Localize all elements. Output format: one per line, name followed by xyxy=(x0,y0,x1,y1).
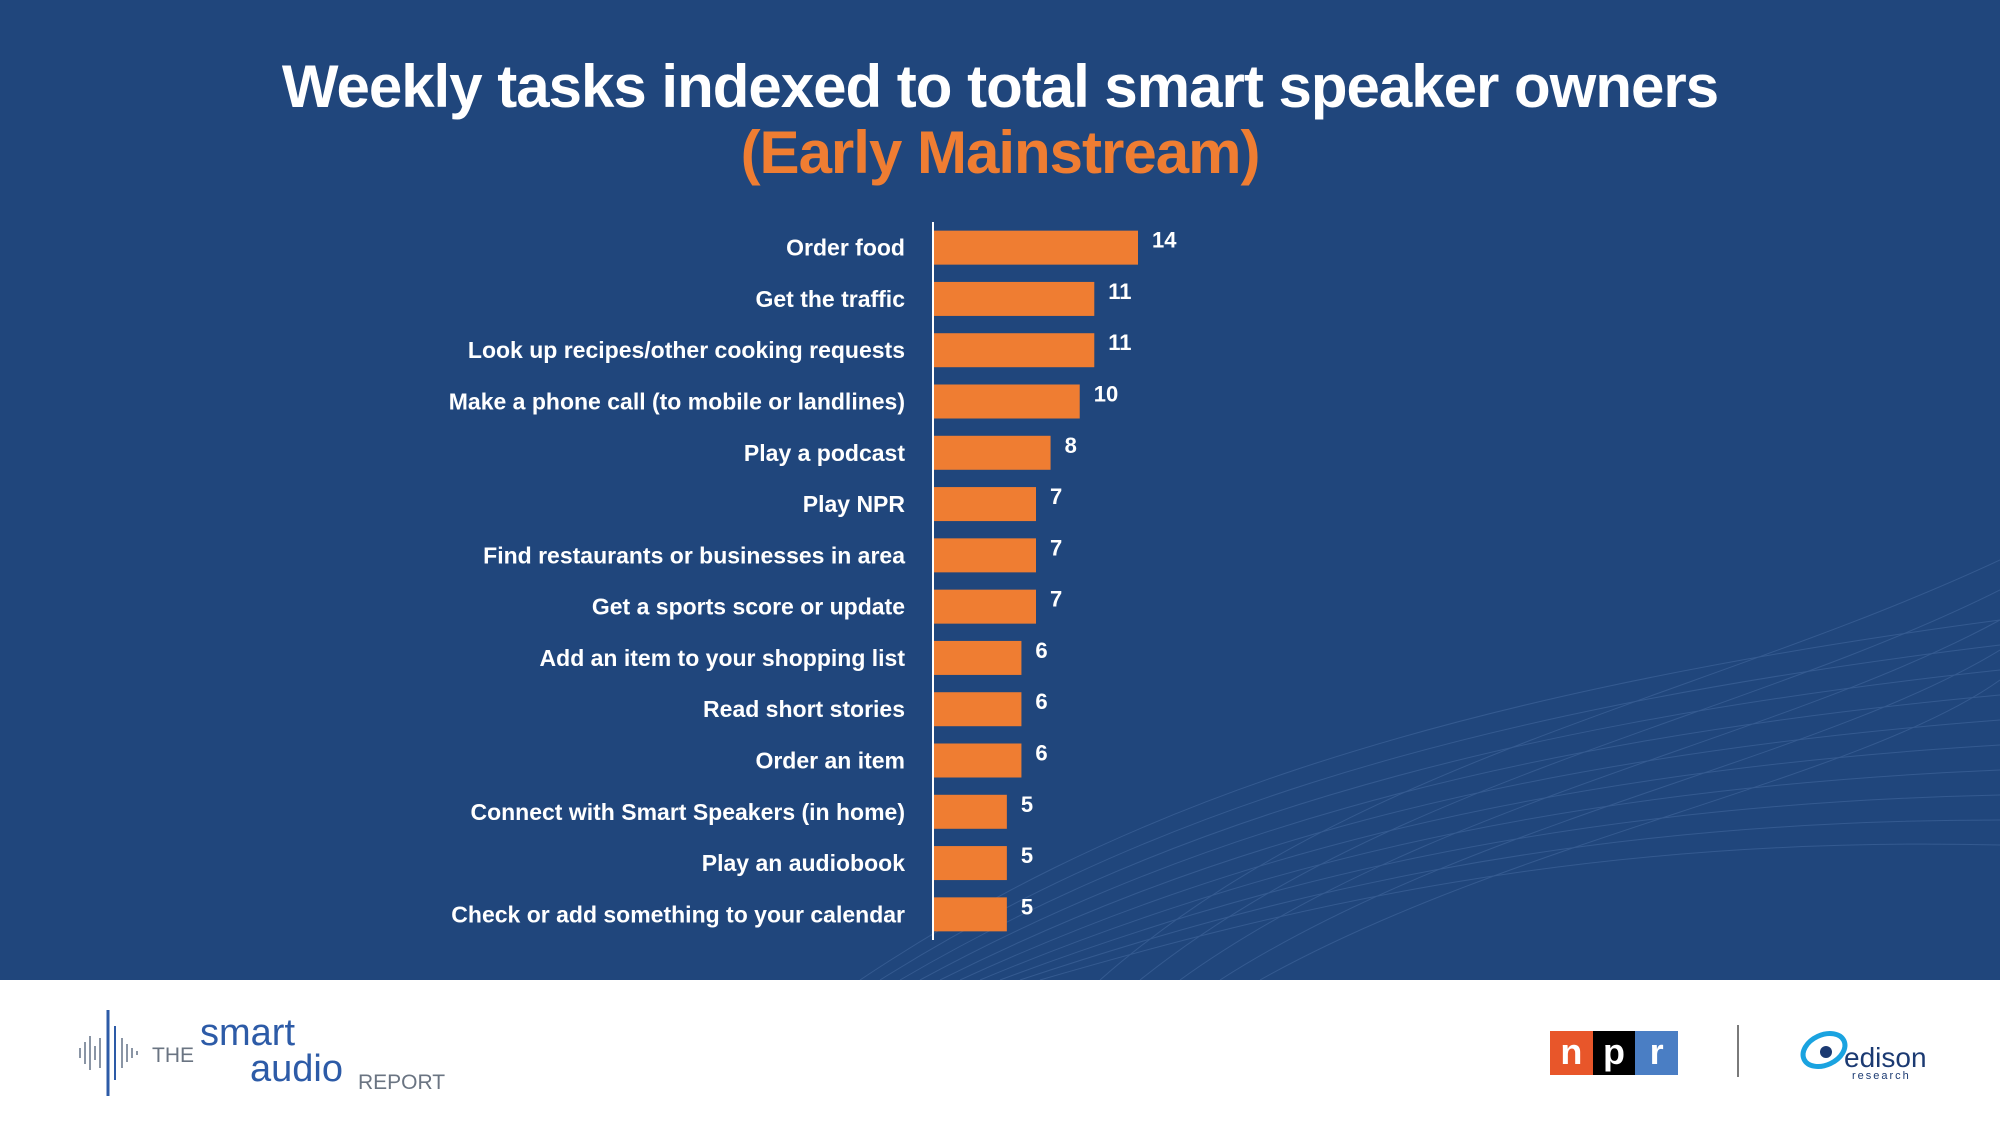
category-label: Connect with Smart Speakers (in home) xyxy=(470,799,905,825)
data-label: 10 xyxy=(1094,382,1118,407)
data-label: 7 xyxy=(1050,484,1062,509)
edison-research-logo: edison research xyxy=(1796,1022,1936,1082)
category-label: Play NPR xyxy=(803,491,906,517)
bar xyxy=(934,692,1022,727)
data-label: 7 xyxy=(1050,587,1062,612)
bar xyxy=(934,846,1007,881)
bar xyxy=(934,589,1036,624)
brand-report: REPORT xyxy=(358,1071,446,1094)
data-label: 5 xyxy=(1021,843,1033,868)
bar xyxy=(934,333,1095,368)
bar xyxy=(934,743,1022,778)
data-label: 5 xyxy=(1021,792,1033,817)
category-label: Read short stories xyxy=(703,696,905,722)
edison-orbit-icon xyxy=(1800,1031,1848,1069)
bar xyxy=(934,487,1036,522)
category-label: Get a sports score or update xyxy=(592,594,905,620)
bar xyxy=(934,640,1022,675)
bar xyxy=(934,538,1036,573)
decorative-waves xyxy=(859,559,2000,980)
npr-letter-n: n xyxy=(1550,1031,1593,1075)
brand-smart: smart xyxy=(200,1012,295,1054)
logo-divider xyxy=(1737,1025,1739,1077)
data-label: 11 xyxy=(1108,279,1131,304)
data-label: 8 xyxy=(1065,433,1077,458)
npr-letter-r: r xyxy=(1635,1031,1679,1075)
npr-letter-p: p xyxy=(1592,1031,1636,1075)
bar xyxy=(934,794,1007,829)
category-label: Play an audiobook xyxy=(702,850,905,876)
sound-wave-icon xyxy=(79,1010,138,1096)
brand-audio: audio xyxy=(250,1048,343,1090)
category-label: Find restaurants or businesses in area xyxy=(483,542,905,568)
edison-sub: research xyxy=(1852,1070,1911,1082)
bar xyxy=(934,281,1095,316)
category-label: Look up recipes/other cooking requests xyxy=(468,337,905,363)
data-label: 7 xyxy=(1050,535,1062,560)
category-label: Order food xyxy=(786,235,905,261)
edison-name: edison xyxy=(1844,1042,1927,1073)
bar xyxy=(934,897,1007,932)
data-label: 5 xyxy=(1021,894,1033,919)
data-label: 6 xyxy=(1035,638,1047,663)
brand-the: THE xyxy=(152,1044,194,1067)
category-label: Add an item to your shopping list xyxy=(540,645,906,671)
bar xyxy=(934,230,1138,265)
category-label: Make a phone call (to mobile or landline… xyxy=(449,389,905,415)
bar xyxy=(934,435,1051,470)
category-label: Order an item xyxy=(755,748,905,774)
data-label: 6 xyxy=(1035,741,1047,766)
chart-subtitle: (Early Mainstream) xyxy=(740,119,1261,186)
smart-audio-report-logo: THE smart audio REPORT xyxy=(70,1008,450,1098)
data-label: 11 xyxy=(1108,330,1131,355)
category-label: Check or add something to your calendar xyxy=(451,901,905,927)
category-label: Get the traffic xyxy=(755,286,905,312)
data-label: 6 xyxy=(1035,689,1047,714)
slide-background: Order food 14 Get the traffic 11 Look up rec… xyxy=(0,0,2000,980)
bar-chart: Order food 14 Get the traffic 11 Look up rec… xyxy=(449,222,1177,940)
chart-title: Weekly tasks indexed to total smart spea… xyxy=(281,53,1719,120)
npr-logo: n p r xyxy=(1550,1031,1679,1075)
bar xyxy=(934,384,1080,419)
data-label: 14 xyxy=(1152,228,1177,253)
category-label: Play a podcast xyxy=(744,440,905,466)
